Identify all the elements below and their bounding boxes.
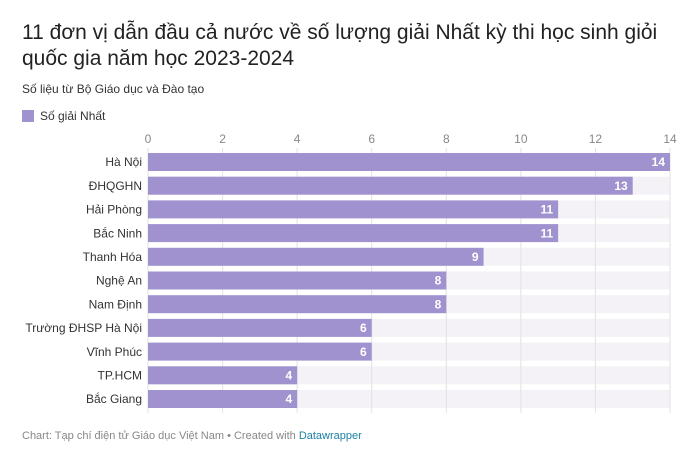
x-tick-label: 10 <box>514 132 528 146</box>
value-label: 4 <box>285 368 292 382</box>
bar <box>148 271 447 290</box>
value-label: 11 <box>540 226 553 240</box>
bar <box>148 153 670 171</box>
y-tick-label: Trường ĐHSP Hà Nội <box>25 321 142 335</box>
bar <box>148 224 559 243</box>
value-label: 9 <box>472 250 479 264</box>
y-tick-label: Nam Định <box>89 297 142 311</box>
source: Chart: Tạp chí điện tử Giáo dục Việt Nam <box>22 430 225 442</box>
x-tick-label: 2 <box>219 132 226 146</box>
value-label: 8 <box>435 297 442 311</box>
chart-title: 11 đơn vị dẫn đầu cả nước về số lượng gi… <box>22 21 658 70</box>
bar <box>148 390 298 408</box>
bar <box>148 176 633 195</box>
value-label: 4 <box>285 392 292 406</box>
legend-swatch <box>22 110 34 122</box>
x-tick-label: 0 <box>145 132 152 146</box>
bar <box>148 366 298 385</box>
value-label: 8 <box>435 274 442 288</box>
y-tick-label: Bắc Giang <box>86 391 142 406</box>
bar <box>148 200 559 219</box>
value-label: 11 <box>540 203 553 217</box>
credit-link[interactable]: Datawrapper <box>298 430 362 442</box>
y-tick-label: Thanh Hóa <box>83 250 143 264</box>
y-tick-label: Hà Nội <box>105 155 142 169</box>
legend-label: Số giải Nhất <box>40 109 106 123</box>
x-tick-label: 6 <box>368 132 375 146</box>
x-tick-label: 12 <box>589 132 603 146</box>
y-tick-label: Bắc Ninh <box>93 225 142 240</box>
x-tick-label: 14 <box>663 132 677 146</box>
y-tick-label: Vĩnh Phúc <box>87 345 142 359</box>
chart-subtitle: Số liệu từ Bộ Giáo dục và Đào tạo <box>22 82 205 96</box>
footer: Chart: Tạp chí điện tử Giáo dục Việt Nam… <box>22 430 362 442</box>
bar <box>148 342 372 361</box>
credit: • Created with <box>227 430 296 442</box>
y-tick-label: ĐHQGHN <box>89 179 142 193</box>
y-tick-label: Nghệ An <box>96 274 142 288</box>
bar <box>148 318 372 337</box>
bar <box>148 247 484 266</box>
y-tick-label: Hải Phòng <box>86 203 142 217</box>
value-label: 6 <box>360 321 367 335</box>
value-label: 13 <box>614 179 628 193</box>
bar <box>148 295 447 314</box>
y-tick-label: TP.HCM <box>98 368 142 382</box>
x-tick-label: 8 <box>443 132 450 146</box>
value-label: 6 <box>360 345 367 359</box>
value-label: 14 <box>652 155 666 169</box>
x-tick-label: 4 <box>294 132 301 146</box>
